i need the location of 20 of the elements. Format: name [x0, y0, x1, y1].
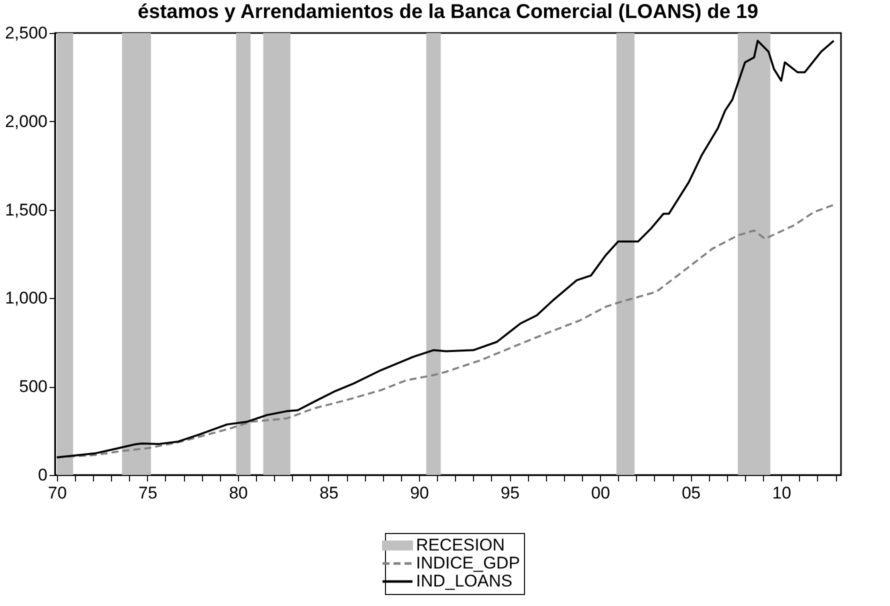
x-tick-label: 75: [138, 484, 158, 502]
x-tick-label: 80: [228, 484, 248, 502]
x-tick-label: 10: [772, 484, 792, 502]
x-tick-label: 05: [682, 484, 701, 502]
chart-title: éstamos y Arrendamientos de la Banca Comercial (LOANS) de 19: [138, 1, 758, 23]
legend-label: IND_LOANS: [416, 572, 512, 590]
line-series: [56, 204, 835, 458]
y-tick-label: 500: [19, 377, 48, 396]
x-tick-label: 90: [410, 484, 429, 502]
x-tick-label: 70: [48, 484, 67, 502]
x-tick-label: 00: [591, 484, 610, 502]
y-tick-label: 1,000: [4, 288, 48, 308]
y-tick-label: 0: [38, 466, 48, 484]
y-tick-label: 2,000: [4, 112, 48, 131]
legend-label: RECESION: [416, 536, 505, 554]
y-tick-label: 2,500: [4, 24, 48, 42]
legend-label: INDICE_GDP: [416, 554, 520, 572]
y-tick-label: 1,500: [4, 200, 48, 220]
x-tick-label: 95: [500, 484, 520, 502]
x-tick-label: 85: [320, 484, 338, 502]
